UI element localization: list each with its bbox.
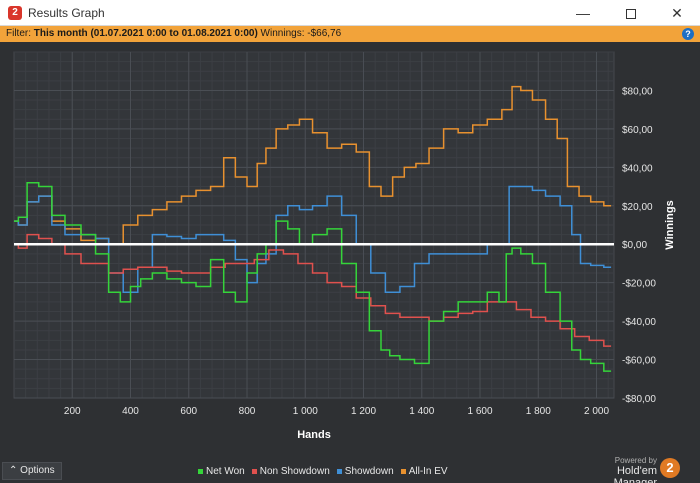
legend-swatch bbox=[198, 468, 203, 474]
minimize-button[interactable]: — bbox=[576, 5, 590, 21]
title-bar: 2 Results Graph — ✕ bbox=[0, 0, 700, 26]
legend-swatch bbox=[400, 468, 406, 474]
series-line-non-showdown bbox=[14, 233, 612, 347]
x-tick-label: 1 000 bbox=[293, 406, 318, 417]
y-tick-label: -$60,00 bbox=[622, 356, 656, 367]
y-axis-label: Winnings bbox=[664, 200, 676, 249]
x-tick-label: 1 600 bbox=[468, 406, 493, 417]
x-tick-label: 1 200 bbox=[351, 406, 376, 417]
maximize-button[interactable] bbox=[608, 0, 654, 26]
y-tick-label: -$20,00 bbox=[622, 279, 656, 290]
legend-swatch bbox=[251, 468, 257, 474]
brand-name: Hold'em Manager bbox=[613, 465, 657, 483]
y-tick-label: $40,00 bbox=[622, 163, 653, 174]
x-axis-label: Hands bbox=[297, 429, 331, 441]
filter-prefix: Filter: bbox=[6, 28, 34, 39]
legend-label: Net Won bbox=[206, 466, 245, 477]
x-tick-label: 600 bbox=[180, 406, 197, 417]
bottom-bar: ⌃ Options Net Won Non Showdown Showdown All… bbox=[0, 456, 700, 483]
x-tick-label: 1 400 bbox=[409, 406, 434, 417]
holdem-manager-logo-icon: 2 bbox=[660, 458, 680, 478]
powered-by-block: Powered by Hold'em Manager bbox=[575, 456, 657, 483]
powered-by-text: Powered by bbox=[614, 456, 657, 465]
window-title: Results Graph bbox=[28, 6, 105, 20]
legend-item[interactable]: Net Won bbox=[198, 466, 245, 477]
x-tick-label: 2 000 bbox=[584, 406, 609, 417]
legend-label: All-In EV bbox=[408, 466, 448, 477]
options-button[interactable]: ⌃ Options bbox=[2, 462, 62, 480]
results-chart: $80,00 $60,00 $40,00 $20,00 $0,00 -$20,00 -$40… bbox=[0, 42, 700, 456]
x-tick-label: 1 800 bbox=[526, 406, 551, 417]
app-logo-icon: 2 bbox=[8, 6, 22, 20]
legend-item[interactable]: Showdown bbox=[336, 466, 394, 477]
winnings-label: Winnings: bbox=[257, 28, 308, 39]
y-tick-label: $60,00 bbox=[622, 125, 653, 136]
legend-swatch bbox=[336, 468, 342, 474]
legend-label: Showdown bbox=[344, 466, 394, 477]
help-icon[interactable]: ? bbox=[682, 28, 694, 40]
close-button[interactable]: ✕ bbox=[671, 5, 683, 21]
y-tick-label: $20,00 bbox=[622, 202, 653, 213]
x-tick-label: 800 bbox=[239, 406, 256, 417]
options-label: Options bbox=[20, 465, 55, 476]
x-tick-label: 400 bbox=[122, 406, 139, 417]
y-tick-label: -$40,00 bbox=[622, 317, 656, 328]
filter-bar: Filter: This month (01.07.2021 0:00 to 0… bbox=[0, 26, 700, 42]
chevron-up-icon: ⌃ bbox=[9, 465, 18, 476]
x-tick-label: 200 bbox=[64, 406, 81, 417]
results-chart-svg: $80,00 $60,00 $40,00 $20,00 $0,00 -$20,00 -$40… bbox=[13, 51, 676, 441]
winnings-value: -$66,76 bbox=[307, 28, 342, 39]
y-tick-label: -$80,00 bbox=[622, 394, 656, 405]
filter-range[interactable]: This month (01.07.2021 0:00 to 01.08.202… bbox=[33, 28, 258, 39]
y-tick-label: $0,00 bbox=[622, 240, 647, 251]
maximize-icon bbox=[626, 9, 636, 20]
y-tick-label: $80,00 bbox=[622, 86, 653, 97]
legend-label: Non Showdown bbox=[259, 466, 330, 477]
chart-legend: Net Won Non Showdown Showdown All-In EV bbox=[198, 466, 455, 477]
legend-item[interactable]: Non Showdown bbox=[251, 466, 330, 477]
legend-item[interactable]: All-In EV bbox=[400, 466, 448, 477]
